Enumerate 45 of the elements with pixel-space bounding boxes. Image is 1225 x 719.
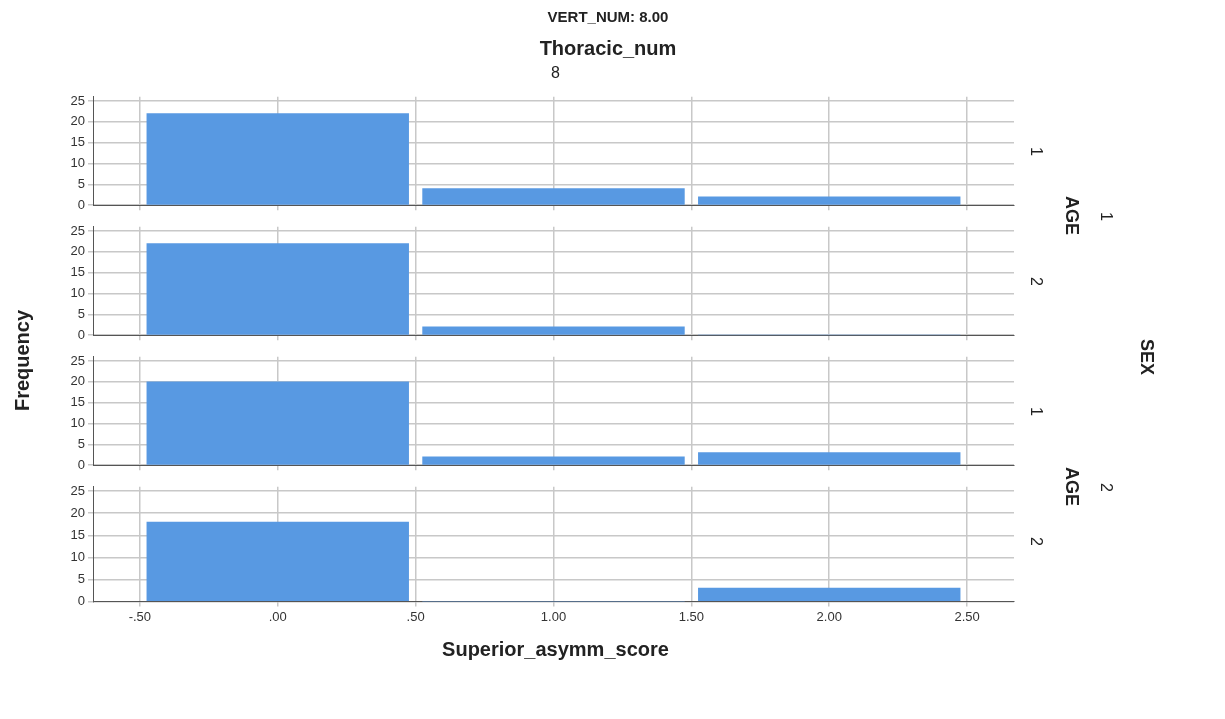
y-tick-label: 15 <box>70 134 85 150</box>
y2-axis-title: AGE <box>1060 466 1083 509</box>
y-tick-label: 25 <box>70 222 85 238</box>
y-tick-label: 0 <box>77 196 85 212</box>
x-tick-label: .50 <box>406 608 425 624</box>
y-tick-label: 10 <box>70 285 85 301</box>
chart-title: VERT_NUM: 8.00 <box>546 8 670 25</box>
chart-subtitle: Thoracic_num <box>538 37 678 60</box>
y-tick-label: 0 <box>77 592 85 608</box>
y-tick-label: 25 <box>70 92 85 108</box>
y-tick-label: 25 <box>70 352 85 368</box>
y-tick-label: 0 <box>77 456 85 472</box>
x-tick-label: -.50 <box>128 608 152 624</box>
x-tick-label: 2.00 <box>816 608 842 624</box>
x-tick-label: 2.50 <box>954 608 980 624</box>
y-tick-label: 20 <box>70 373 85 389</box>
y-tick-label: 15 <box>70 526 85 542</box>
x-axis-title: Superior_asymm_score <box>441 638 670 661</box>
x-tick-label: 1.50 <box>678 608 705 624</box>
y2-axis-title: AGE <box>1060 195 1083 238</box>
y-tick-label: 5 <box>77 175 85 191</box>
y-tick-label: 5 <box>77 570 85 586</box>
y-tick-label: 20 <box>70 113 85 129</box>
y-tick-label: 25 <box>70 482 85 498</box>
text: 2 <box>1097 481 1116 494</box>
y-tick-label: 20 <box>70 504 85 520</box>
y-tick-label: 0 <box>77 326 85 342</box>
y-axis-title: Frequency <box>11 309 35 412</box>
y-tick-label: 10 <box>70 155 85 171</box>
y-tick-label: 10 <box>70 415 85 431</box>
x-tick-label: .00 <box>268 608 287 624</box>
y-tick-label: 20 <box>70 243 85 259</box>
y-tick-label: 15 <box>70 394 85 410</box>
text: 8 <box>550 63 561 83</box>
text: SEX <box>1135 338 1158 377</box>
text: 2 <box>1027 275 1046 288</box>
text: 1 <box>1027 405 1046 418</box>
y-tick-label: 10 <box>70 548 85 564</box>
text: 1 <box>1097 210 1116 223</box>
y-tick-label: 15 <box>70 264 85 280</box>
text: 1 <box>1027 145 1046 158</box>
y-tick-label: 5 <box>77 435 85 451</box>
y-tick-label: 5 <box>77 305 85 321</box>
x-tick-label: 1.00 <box>540 608 567 624</box>
text: 2 <box>1027 535 1046 548</box>
